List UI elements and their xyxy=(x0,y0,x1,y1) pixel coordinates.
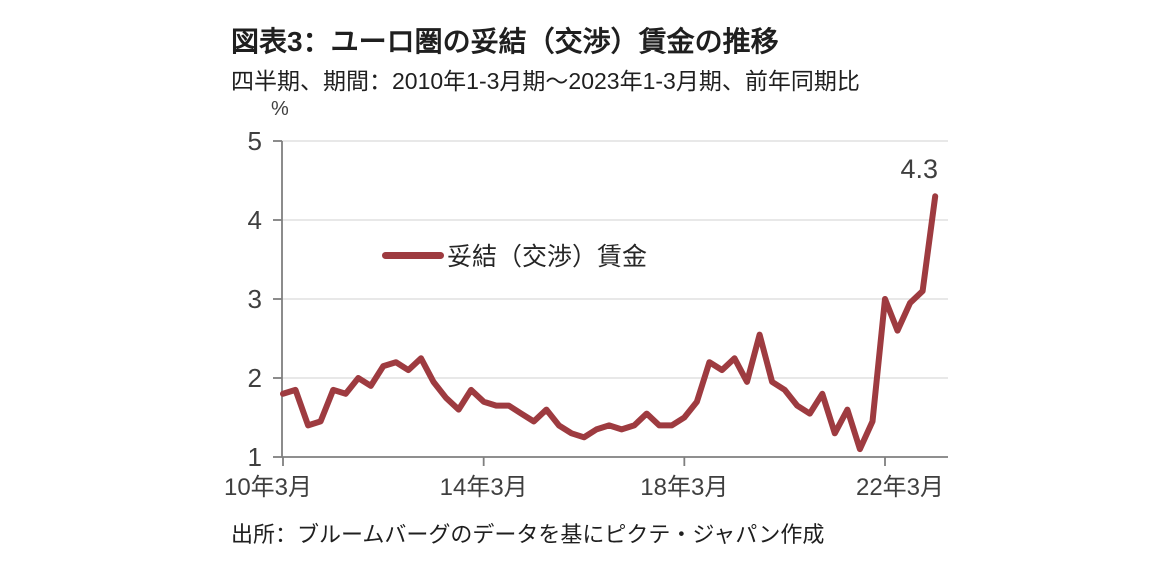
source-note: 出所：ブルームバーグのデータを基にピクテ・ジャパン作成 xyxy=(231,522,825,547)
x-tick-label: 14年3月 xyxy=(439,474,528,501)
legend-line-swatch xyxy=(382,251,444,259)
x-tick-label: 22年3月 xyxy=(855,474,945,501)
y-axis-unit-label: % xyxy=(271,98,289,120)
wage-series-line xyxy=(280,193,939,453)
y-tick-label: 2 xyxy=(247,363,262,393)
legend: 妥結（交渉）賃金 xyxy=(382,240,648,271)
y-tick-label: 1 xyxy=(247,442,262,472)
y-tick-label: 5 xyxy=(247,126,262,156)
x-tick-label: 10年3月 xyxy=(223,474,313,501)
legend-label: 妥結（交渉）賃金 xyxy=(447,243,648,271)
x-tick-label: 18年3月 xyxy=(640,474,729,501)
figure-subtitle: 四半期、期間：2010年1-3月期～2023年1-3月期、前年同期比 xyxy=(231,68,860,94)
last-value-annotation: 4.3 xyxy=(900,154,938,184)
y-tick-label: 3 xyxy=(247,284,262,314)
figure-title: 図表3：ユーロ圏の妥結（交渉）賃金の推移 xyxy=(231,26,779,57)
y-tick-label: 4 xyxy=(247,205,262,235)
